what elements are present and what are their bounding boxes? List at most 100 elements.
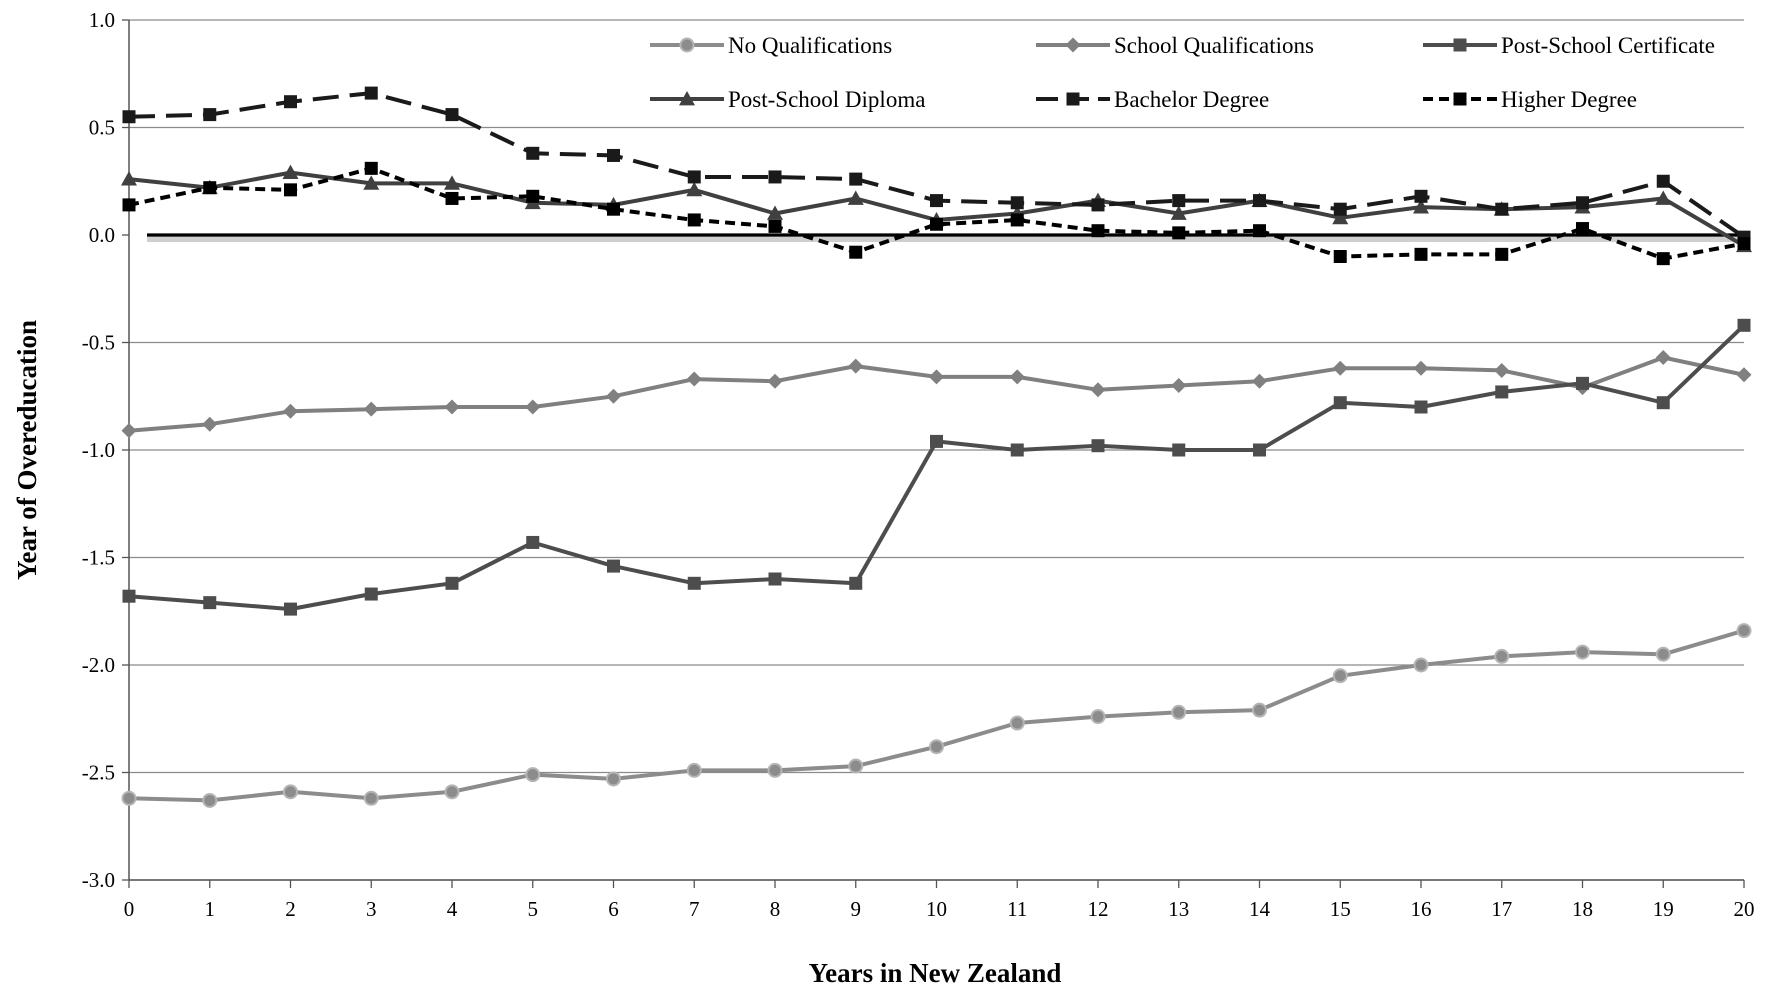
legend-swatch-marker	[1453, 92, 1467, 106]
data-point	[202, 416, 218, 432]
data-point	[607, 559, 620, 573]
series-group	[121, 86, 1752, 808]
data-point	[1172, 226, 1186, 240]
data-point	[1413, 360, 1429, 376]
data-point	[767, 762, 783, 778]
x-tick-label: 0	[124, 897, 135, 921]
y-tick-label: -2.5	[82, 761, 115, 785]
data-point	[1333, 202, 1347, 216]
data-point	[1253, 224, 1266, 238]
data-point	[1576, 222, 1589, 236]
data-point	[849, 172, 863, 186]
y-tick-label: -2.0	[82, 653, 115, 677]
data-point	[203, 108, 217, 122]
legend-item: Higher Degree	[1423, 87, 1637, 112]
x-tick-label: 1	[205, 897, 216, 921]
x-tick-label: 12	[1088, 897, 1109, 921]
data-point	[363, 175, 380, 190]
data-point	[767, 205, 783, 220]
data-point	[203, 596, 217, 610]
data-point	[687, 213, 701, 227]
data-point	[283, 784, 298, 800]
data-point	[686, 762, 702, 778]
y-tick-label: -0.5	[82, 331, 115, 355]
data-point	[1656, 174, 1670, 188]
data-point	[1090, 709, 1106, 725]
legend-swatch-marker	[1065, 37, 1081, 53]
data-point	[1736, 623, 1752, 639]
data-point	[1655, 190, 1672, 205]
data-point	[1495, 247, 1509, 261]
data-point	[1010, 213, 1024, 227]
data-point	[1494, 362, 1510, 378]
data-point	[768, 219, 782, 233]
data-point	[1172, 443, 1186, 457]
data-point	[1656, 252, 1670, 266]
data-point	[687, 170, 701, 184]
x-tick-label: 14	[1249, 897, 1271, 921]
data-point	[606, 388, 621, 404]
data-point	[282, 164, 299, 180]
data-point	[1171, 704, 1187, 720]
data-point	[1252, 373, 1267, 389]
data-point	[1414, 189, 1428, 203]
data-point	[929, 739, 944, 755]
data-point	[444, 784, 460, 800]
data-point	[1009, 715, 1025, 731]
data-point	[122, 198, 136, 212]
data-point	[1009, 369, 1025, 385]
data-point	[444, 175, 460, 190]
x-tick-label: 10	[926, 897, 947, 921]
data-point	[1656, 396, 1670, 410]
legend-label: Post-School Certificate	[1501, 33, 1715, 58]
legend-label: Bachelor Degree	[1114, 87, 1269, 112]
legend-label: Higher Degree	[1501, 87, 1637, 112]
data-point	[284, 183, 297, 197]
data-point	[1172, 194, 1186, 208]
data-point	[121, 171, 137, 186]
data-point	[202, 792, 218, 808]
data-point	[122, 589, 136, 603]
y-tick-label: 0.0	[89, 223, 115, 247]
data-point	[526, 535, 540, 549]
data-point	[1414, 247, 1428, 261]
data-point	[1495, 202, 1509, 216]
y-tick-labels: 1.0 0.5 0.0 -0.5 -1.0 -1.5 -2.0 -2.5 -3.0	[82, 8, 115, 892]
data-point	[1332, 360, 1348, 376]
data-point	[607, 202, 620, 216]
data-point	[284, 602, 297, 616]
data-point	[1333, 250, 1347, 263]
data-point	[929, 369, 944, 385]
legend-item: No Qualifications	[650, 33, 892, 58]
legend-item: School Qualifications	[1036, 33, 1314, 58]
legend-item: Post-School Diploma	[650, 87, 925, 112]
x-tick-label: 16	[1411, 897, 1432, 921]
data-point	[1252, 702, 1267, 718]
legend: No Qualifications School Qualifications Po…	[650, 33, 1715, 112]
data-point	[767, 373, 783, 389]
data-point	[606, 771, 621, 787]
data-point	[847, 190, 864, 205]
data-point	[364, 86, 378, 100]
zero-line-group	[147, 233, 1744, 242]
data-point	[848, 358, 864, 374]
data-point	[1090, 382, 1106, 398]
x-tick-label: 20	[1734, 897, 1755, 921]
legend-label: Post-School Diploma	[728, 87, 925, 112]
series-6	[122, 161, 1751, 266]
data-point	[1170, 205, 1187, 220]
data-point	[284, 95, 297, 109]
legend-swatch-marker	[679, 91, 695, 106]
x-tick-label: 19	[1653, 897, 1674, 921]
y-tick-label: -1.0	[82, 438, 115, 462]
data-point	[687, 576, 701, 590]
data-point	[686, 371, 702, 387]
x-tick-label: 2	[285, 897, 296, 921]
y-axis-title: Year of Overeducation	[12, 320, 42, 580]
data-point	[768, 572, 782, 586]
data-point	[1737, 318, 1751, 332]
data-point	[768, 170, 782, 184]
data-point	[686, 181, 703, 197]
data-point	[445, 576, 459, 590]
